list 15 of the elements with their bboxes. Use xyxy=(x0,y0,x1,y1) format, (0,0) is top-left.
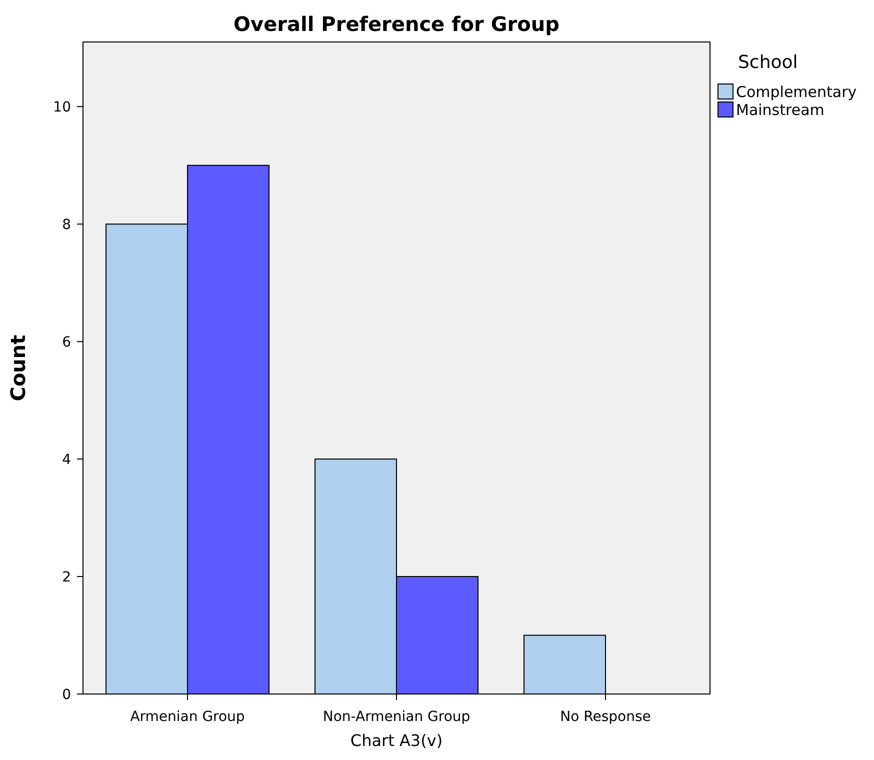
y-tick-label: 0 xyxy=(62,686,71,703)
y-tick-label: 2 xyxy=(62,569,71,586)
x-axis-title: Chart A3(v) xyxy=(350,731,443,750)
y-tick-label: 6 xyxy=(62,334,72,350)
legend-label: Mainstream xyxy=(736,101,824,119)
y-tick-label: 4 xyxy=(62,452,72,468)
x-tick-label: Non-Armenian Group xyxy=(322,709,470,725)
y-axis-title: Count xyxy=(6,334,30,402)
legend-title: School xyxy=(738,52,798,73)
x-tick-label: Armenian Group xyxy=(130,709,245,725)
chart-title: Overall Preference for Group xyxy=(234,12,560,36)
y-tick-label: 10 xyxy=(53,100,71,116)
x-tick-label: No Response xyxy=(560,709,651,725)
legend-label: Complementary xyxy=(736,83,857,101)
y-tick-label: 8 xyxy=(62,216,71,233)
